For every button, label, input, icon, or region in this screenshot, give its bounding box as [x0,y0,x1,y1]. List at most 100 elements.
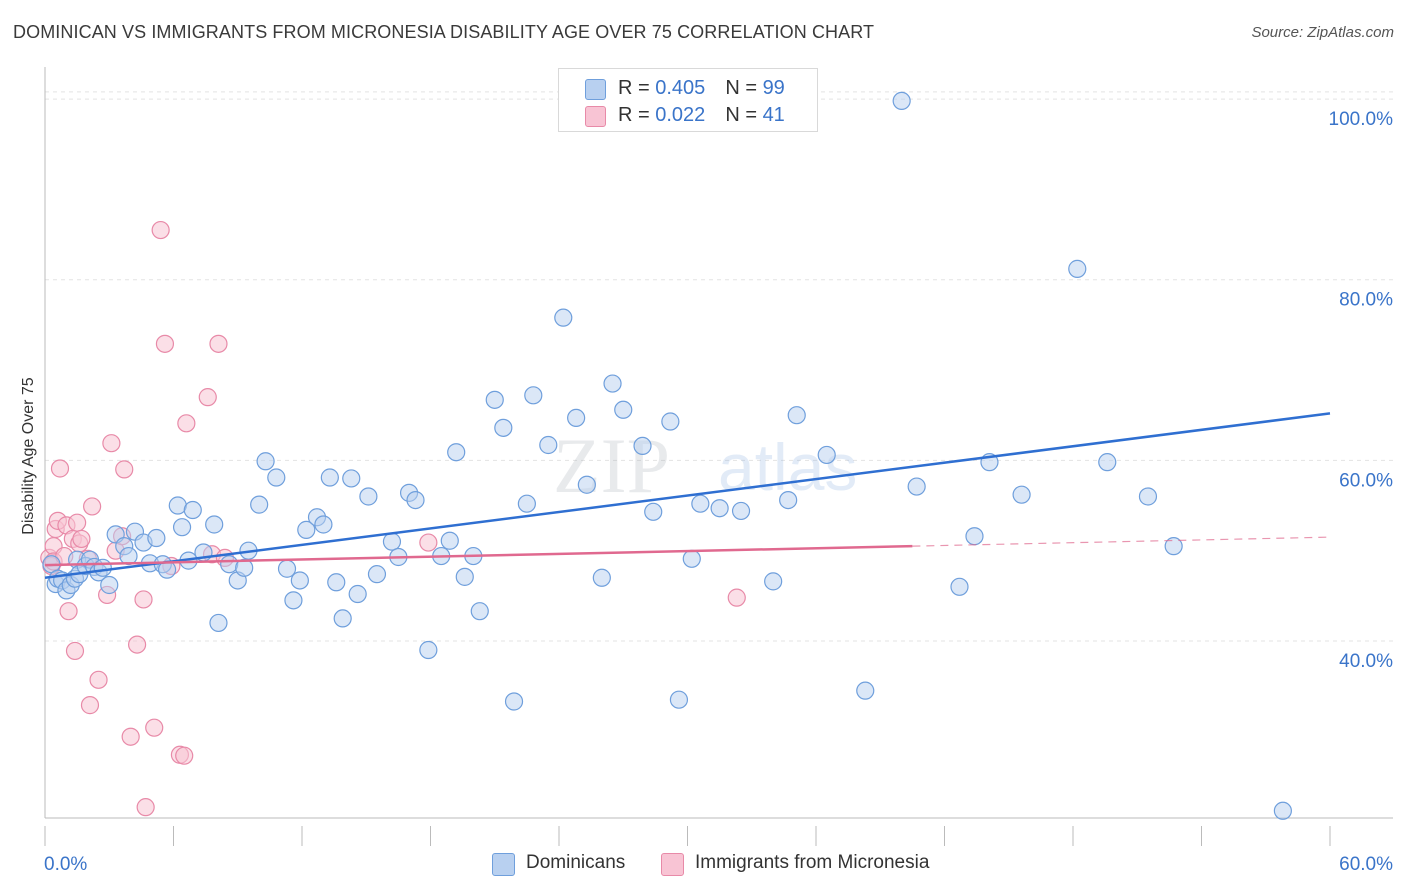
chart-title: DOMINICAN VS IMMIGRANTS FROM MICRONESIA … [13,22,875,42]
data-point-micronesia [68,513,87,532]
y-tick-label: 80.0% [1339,290,1393,311]
data-point-micronesia [121,727,140,746]
data-point-dominican [290,571,309,590]
data-point-micronesia [151,220,170,240]
data-point-dominican [327,573,346,592]
y-tick-label: 60.0% [1339,470,1393,491]
data-point-dominican [485,390,504,409]
data-point-dominican [440,531,459,550]
data-point-dominican [267,468,286,487]
data-point-dominican [1068,259,1087,278]
legend-swatch-blue [492,853,515,876]
data-point-dominican [494,418,513,437]
data-point-dominican [669,690,689,709]
x-tick-label: 0.0% [44,854,87,875]
data-point-dominican [577,475,596,494]
data-point-dominican [147,528,166,548]
data-point-dominican [470,602,489,621]
r-value-micronesia: 0.022 [655,104,706,126]
data-point-dominican [333,609,352,628]
data-point-dominican [205,515,224,534]
data-point-dominican [220,555,239,574]
data-point-dominican [965,527,984,546]
data-point-dominican [1138,487,1158,506]
n-value-dominicans: 99 [762,77,785,99]
pink-swatch [585,106,606,127]
trendline-micronesia [44,544,913,567]
data-point-dominican [93,558,112,577]
data-point-dominican [682,549,701,568]
data-point-dominican [348,584,367,604]
data-point-dominican [183,500,202,520]
data-point-dominican [907,477,926,496]
data-point-micronesia [65,641,85,661]
y-tick-label: 100.0% [1329,109,1394,130]
data-point-micronesia [115,460,134,479]
data-point-micronesia [89,670,108,689]
data-point-dominican [119,546,138,566]
data-point-dominican [524,386,543,405]
data-point-dominican [1012,485,1031,504]
x-tick-label: 60.0% [1339,854,1393,875]
data-point-micronesia [419,533,438,552]
data-point-dominican [950,577,969,596]
watermark: ZIP atlas [553,422,857,509]
micronesia-points [40,220,746,817]
data-point-dominican [710,499,729,518]
stats-legend: R = 0.405 N = 99 R = 0.022 N = 41 [558,68,818,132]
data-point-dominican [787,406,806,425]
data-point-dominican [567,408,586,428]
data-point-dominican [168,496,187,515]
watermark-zip: ZIP [553,422,670,509]
n-value-micronesia: 41 [762,104,785,126]
data-point-micronesia [177,414,196,433]
data-point-dominican [731,501,751,521]
data-point-micronesia [209,334,228,353]
data-point-micronesia [727,588,746,607]
data-point-micronesia [72,529,91,549]
data-point-micronesia [127,635,147,654]
data-point-dominican [209,613,228,633]
dominican-points [42,91,1292,820]
data-point-dominican [892,91,911,111]
y-axis-label: Disability Age Over 75 [20,377,37,535]
blue-swatch [585,79,606,100]
data-point-dominican [817,445,836,465]
data-point-dominican [314,515,333,534]
data-point-dominican [764,572,783,591]
source-label: Source: ZipAtlas.com [1251,24,1394,41]
data-point-micronesia [136,798,155,817]
data-point-dominican [504,692,524,711]
data-point-dominican [603,374,622,393]
data-point-dominican [406,490,425,510]
data-point-dominican [1098,453,1117,472]
data-point-dominican [172,518,192,537]
trendline-dominicans [44,412,1331,580]
data-point-micronesia [134,590,153,609]
data-point-dominican [1164,537,1183,556]
data-point-micronesia [59,602,78,621]
data-point-dominican [592,568,611,587]
data-point-dominican [633,436,652,456]
data-point-dominican [100,575,119,595]
data-point-dominican [691,494,710,513]
data-point-dominican [644,502,663,521]
y-tick-label: 40.0% [1339,651,1393,672]
data-point-dominican [856,681,875,700]
legend-swatch-pink [661,853,684,876]
data-point-dominican [779,490,798,510]
data-point-dominican [359,487,378,506]
axes [44,67,1393,846]
data-point-micronesia [175,746,194,765]
data-point-dominican [284,591,303,610]
data-point-micronesia [155,334,175,353]
data-point-dominican [250,495,269,514]
data-point-dominican [342,469,361,488]
data-point-dominican [455,567,474,586]
trend-lines [44,412,1331,580]
data-point-dominican [320,468,339,487]
data-point-dominican [554,308,573,327]
data-point-dominican [367,565,387,584]
data-point-micronesia [145,718,164,737]
